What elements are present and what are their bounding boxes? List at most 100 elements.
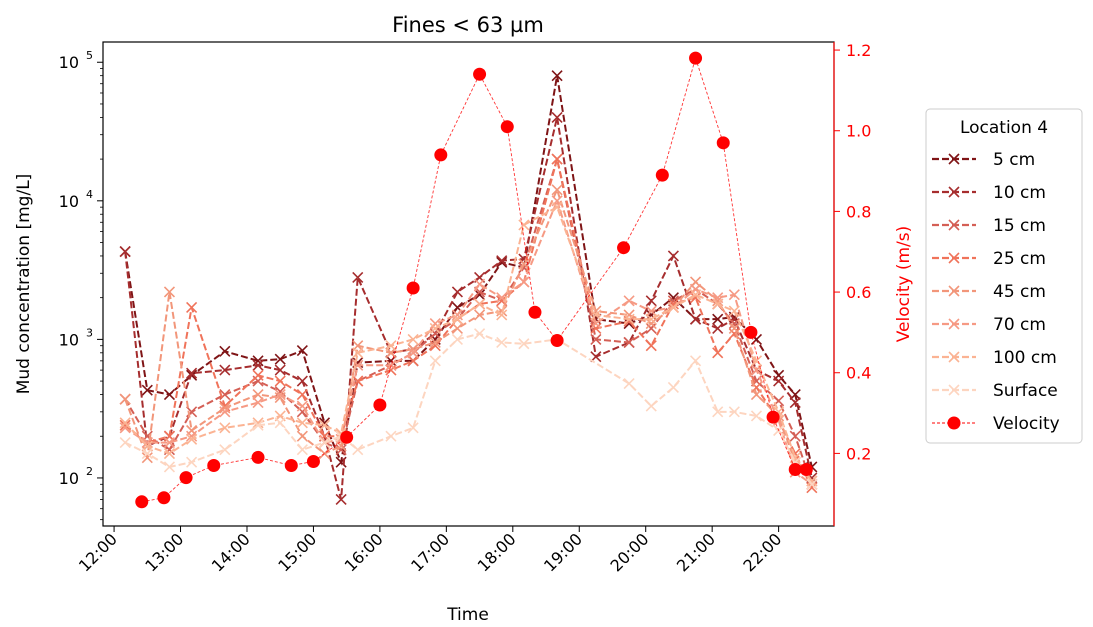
x-tick-label: 15:00 bbox=[274, 529, 320, 575]
data-point bbox=[799, 463, 813, 477]
data-point bbox=[667, 381, 679, 393]
data-point bbox=[645, 313, 657, 325]
data-point bbox=[773, 375, 785, 387]
data-point bbox=[712, 322, 724, 334]
x-tick-label: 22:00 bbox=[739, 529, 785, 575]
legend-marker bbox=[948, 351, 960, 363]
data-point bbox=[645, 400, 657, 412]
data-point bbox=[496, 255, 508, 267]
legend-marker bbox=[948, 318, 960, 330]
data-point bbox=[119, 419, 131, 431]
data-point bbox=[806, 475, 818, 487]
data-point bbox=[340, 430, 354, 444]
data-point bbox=[252, 375, 264, 387]
y-tick-label: 10 bbox=[59, 192, 79, 211]
legend-label: 70 cm bbox=[993, 315, 1046, 335]
x-tick-label: 14:00 bbox=[208, 529, 254, 575]
data-point bbox=[219, 388, 231, 401]
data-point bbox=[141, 437, 153, 449]
data-point bbox=[667, 250, 679, 262]
data-point bbox=[474, 309, 486, 321]
data-point bbox=[407, 422, 419, 434]
data-point bbox=[385, 355, 397, 367]
series-line bbox=[124, 205, 813, 482]
legend-entry: 15 cm bbox=[932, 216, 1046, 236]
legend-entry: 100 cm bbox=[932, 348, 1057, 368]
legend-entry: 70 cm bbox=[932, 315, 1046, 335]
data-point bbox=[429, 336, 441, 349]
data-point bbox=[141, 447, 153, 460]
data-point bbox=[750, 410, 763, 422]
data-point bbox=[474, 278, 486, 290]
legend-title: Location 4 bbox=[960, 118, 1048, 138]
data-point bbox=[186, 430, 198, 442]
data-point bbox=[385, 340, 397, 352]
data-point bbox=[712, 406, 724, 418]
x-tick-label: 19:00 bbox=[540, 529, 586, 575]
data-point bbox=[744, 325, 758, 339]
legend-entry: 5 cm bbox=[932, 150, 1035, 170]
data-point bbox=[207, 459, 221, 472]
data-point bbox=[689, 283, 702, 295]
data-point bbox=[163, 447, 176, 460]
series-line bbox=[124, 158, 813, 489]
legend-label: Velocity bbox=[993, 414, 1060, 434]
data-point bbox=[474, 328, 486, 340]
data-point bbox=[712, 347, 724, 359]
legend-label: 10 cm bbox=[993, 183, 1046, 203]
data-point bbox=[274, 388, 286, 401]
data-point bbox=[551, 111, 563, 123]
data-point bbox=[623, 377, 635, 390]
y-tick-label: 10 bbox=[59, 330, 79, 349]
y-tick-exponent: 3 bbox=[86, 326, 93, 339]
data-point bbox=[474, 298, 486, 310]
legend-label: 100 cm bbox=[993, 348, 1057, 368]
data-point bbox=[590, 322, 602, 334]
y-tick-label: 10 bbox=[59, 469, 79, 488]
data-point bbox=[590, 318, 602, 330]
series-line bbox=[124, 187, 813, 482]
data-point bbox=[219, 406, 231, 418]
data-point bbox=[274, 364, 286, 376]
x-tick-label: 20:00 bbox=[607, 529, 653, 575]
data-point bbox=[551, 153, 563, 165]
data-point bbox=[274, 392, 286, 404]
data-point bbox=[550, 333, 564, 347]
data-point bbox=[518, 219, 530, 231]
data-point bbox=[806, 478, 818, 490]
y2-tick-label: 0.2 bbox=[846, 444, 871, 463]
data-point bbox=[712, 298, 724, 310]
data-point bbox=[623, 336, 635, 349]
data-point bbox=[274, 353, 286, 365]
data-point bbox=[750, 355, 763, 367]
data-point bbox=[252, 417, 264, 429]
legend-marker bbox=[948, 252, 960, 264]
data-point bbox=[496, 336, 508, 349]
data-point bbox=[274, 417, 286, 429]
data-point bbox=[296, 375, 308, 387]
legend-label: Surface bbox=[993, 381, 1058, 401]
chart-title: Fines < 63 µm bbox=[392, 13, 544, 37]
data-point bbox=[429, 355, 441, 367]
x-tick-label: 16:00 bbox=[341, 529, 387, 575]
x-axis-label: Time bbox=[446, 605, 489, 625]
axes: 12:00 13:00 14:00 15:00 16:00 17:00 18:00 19:00… bbox=[59, 41, 872, 575]
data-point bbox=[655, 168, 669, 182]
data-point bbox=[689, 313, 702, 325]
data-point bbox=[141, 384, 153, 396]
data-point bbox=[296, 444, 308, 456]
data-point bbox=[617, 241, 631, 255]
data-point bbox=[186, 367, 198, 379]
data-point bbox=[689, 355, 702, 367]
data-point bbox=[157, 491, 171, 505]
data-point bbox=[306, 454, 320, 468]
data-point bbox=[385, 359, 397, 371]
data-point bbox=[407, 355, 419, 367]
legend-entry: Velocity bbox=[932, 414, 1060, 434]
data-point bbox=[296, 388, 308, 401]
data-point bbox=[251, 450, 265, 464]
data-point bbox=[335, 493, 347, 505]
legend-entry: 45 cm bbox=[932, 282, 1046, 302]
series-45-cm bbox=[119, 184, 818, 487]
